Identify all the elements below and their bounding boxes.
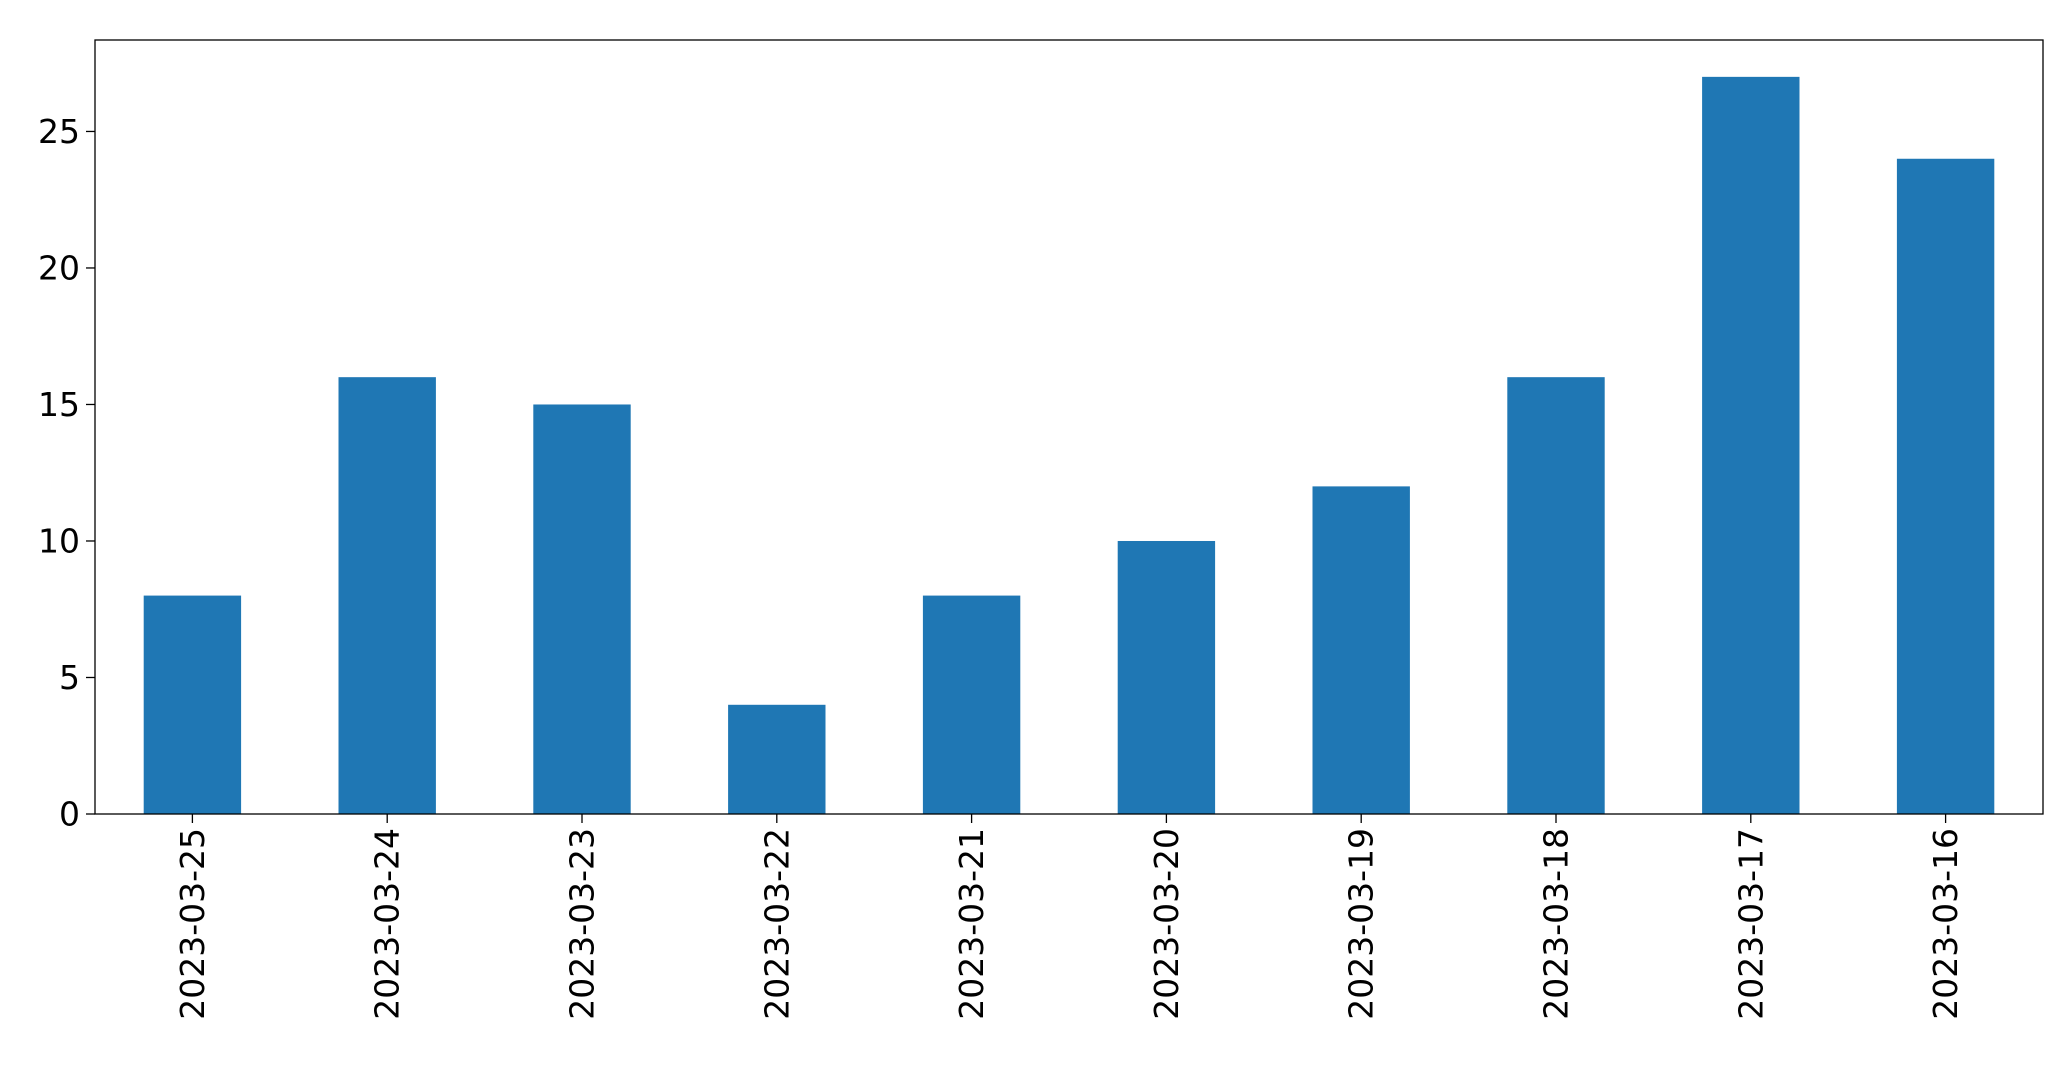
y-axis: 0 5 10 15 20 25 [38, 112, 95, 834]
bar-2023-03-22 [728, 704, 826, 814]
bar-2023-03-19 [1312, 486, 1410, 814]
bars-layer [143, 76, 1995, 815]
x-tick-label: 2023-03-20 [1147, 828, 1186, 1020]
bar-2023-03-20 [1117, 540, 1216, 814]
x-tick-label: 2023-03-21 [952, 828, 991, 1020]
y-tick-label: 15 [38, 385, 80, 424]
x-tick-label: 2023-03-19 [1342, 828, 1381, 1020]
y-tick-label: 0 [59, 795, 80, 834]
x-tick-label: 2023-03-24 [368, 828, 407, 1020]
bar-2023-03-18 [1507, 377, 1605, 814]
bar-2023-03-16 [1896, 158, 1995, 814]
x-tick-label: 2023-03-17 [1731, 828, 1770, 1020]
plot-frame [94, 39, 2044, 815]
y-tick-label: 20 [38, 248, 80, 287]
x-tick-label: 2023-03-25 [173, 828, 212, 1020]
bar-2023-03-23 [533, 404, 631, 814]
bar-2023-03-17 [1702, 76, 1800, 815]
x-tick-label: 2023-03-22 [757, 828, 796, 1020]
x-axis: 2023-03-25 2023-03-24 2023-03-23 2023-03-22… [173, 814, 1965, 1020]
y-tick-label: 25 [38, 112, 80, 151]
y-tick-label: 5 [59, 658, 80, 697]
x-tick-label: 2023-03-23 [563, 828, 602, 1020]
bar-2023-03-24 [338, 377, 436, 814]
bar-2023-03-21 [922, 595, 1021, 814]
y-tick-label: 10 [38, 521, 80, 560]
x-tick-label: 2023-03-18 [1537, 828, 1576, 1020]
x-tick-label: 2023-03-16 [1926, 828, 1965, 1020]
bar-2023-03-25 [143, 595, 242, 814]
